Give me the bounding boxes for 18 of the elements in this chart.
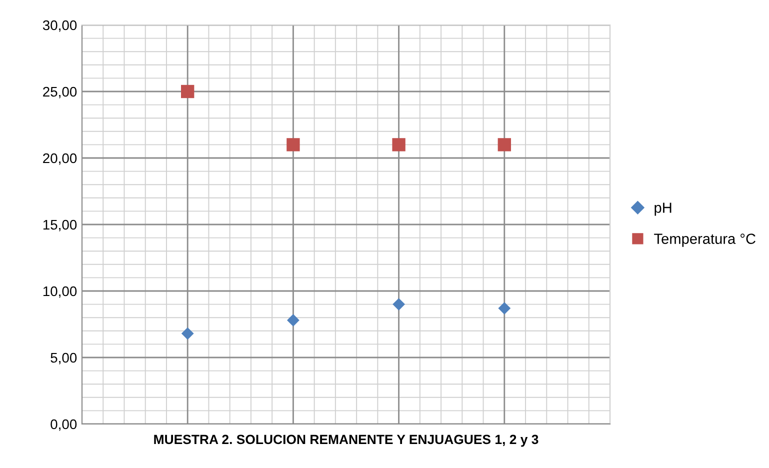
y-tick-label: 15,00 — [43, 220, 77, 232]
point — [498, 302, 511, 314]
point — [392, 138, 406, 152]
point — [181, 84, 194, 98]
x-axis-title: MUESTRA 2. SOLUCION REMANENTE Y ENJUAGUES 1, 2 y 3 — [154, 434, 538, 447]
y-tick-label: 5,00 — [50, 352, 77, 364]
point — [498, 138, 511, 152]
legend-label: pH — [654, 202, 672, 216]
y-tick-label: 0,00 — [50, 419, 77, 431]
point — [181, 327, 194, 340]
legend-label: Temperatura °C — [654, 234, 756, 247]
y-tick-label: 25,00 — [43, 86, 77, 98]
y-tick-label: 10,00 — [43, 286, 77, 298]
point — [286, 138, 300, 152]
y-tick-label: 20,00 — [43, 153, 77, 165]
y-tick-label: 30,00 — [42, 20, 77, 32]
point — [286, 314, 300, 326]
point — [392, 298, 406, 311]
